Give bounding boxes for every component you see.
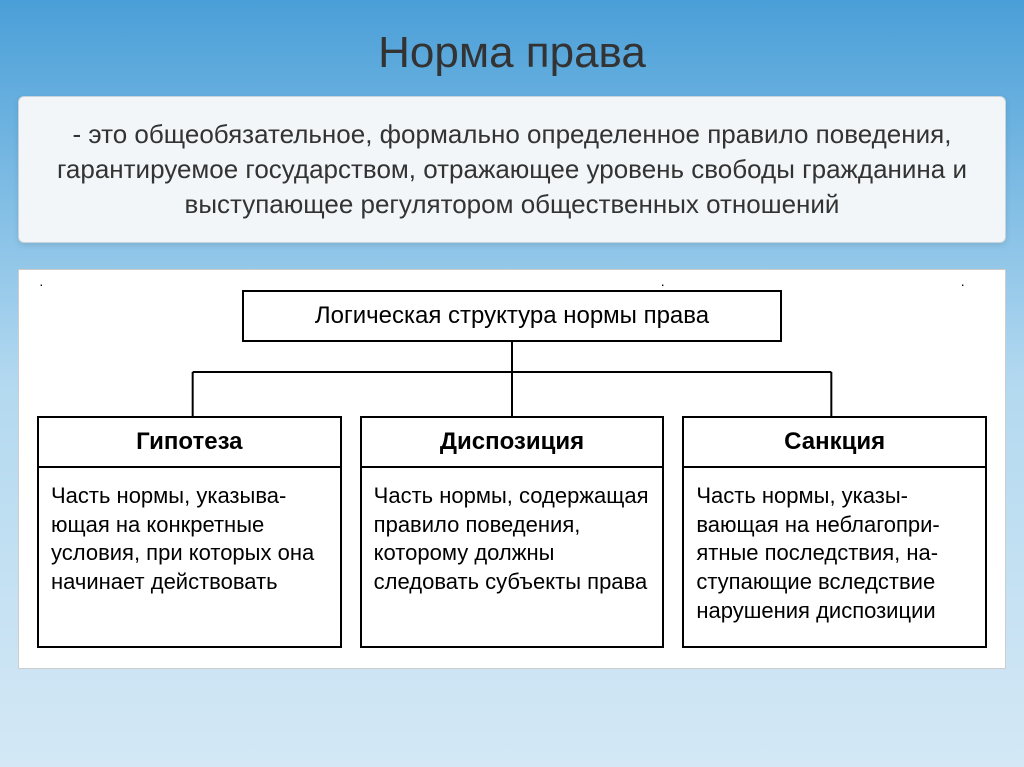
column-body: Часть нормы, указы­вающая на неблагопри­… <box>682 468 987 648</box>
column-body: Часть нормы, со­держащая правило поведен… <box>360 468 665 648</box>
connector-lines <box>37 342 987 416</box>
page-title: Норма права <box>0 0 1024 96</box>
column-body: Часть нормы, указыва­ющая на конкретные … <box>37 468 342 648</box>
column-disposition: Диспозиция Часть нормы, со­держащая прав… <box>360 416 665 648</box>
diagram-container: · · · Логическая структура нормы права Г… <box>18 269 1006 669</box>
decorative-dot: · <box>39 276 44 292</box>
column-hypothesis: Гипотеза Часть нормы, указыва­ющая на ко… <box>37 416 342 648</box>
column-header: Гипотеза <box>37 416 342 468</box>
columns-row: Гипотеза Часть нормы, указыва­ющая на ко… <box>37 416 987 648</box>
column-sanction: Санкция Часть нормы, указы­вающая на неб… <box>682 416 987 648</box>
column-header: Санкция <box>682 416 987 468</box>
definition-box: - это общеобязательное, формально опреде… <box>18 96 1006 243</box>
structure-header-box: Логическая структура нормы права <box>242 290 782 342</box>
definition-text: - это общеобязательное, формально опреде… <box>57 119 967 219</box>
decorative-dot: · <box>960 276 965 292</box>
column-header: Диспозиция <box>360 416 665 468</box>
structure-header-text: Логическая структура нормы права <box>315 302 709 329</box>
connector-area <box>37 342 987 416</box>
